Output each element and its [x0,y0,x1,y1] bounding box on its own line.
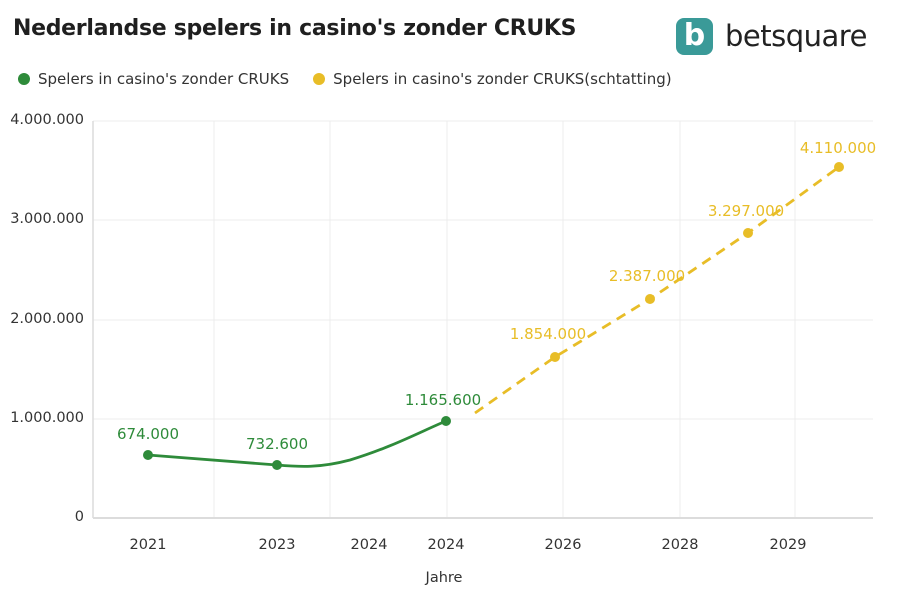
data-point [441,416,451,426]
legend-dot-yellow-icon [313,73,326,85]
betsquare-logo: b betsquare [676,17,867,55]
data-point [834,162,844,172]
y-tick: 0 [74,509,84,525]
chart-title: Nederlandse spelers in casino's zonder C… [13,16,577,41]
logo-mark-icon: b [676,17,713,55]
data-label: 1.854.000 [509,325,587,343]
actual-series-line [147,419,447,468]
data-label: 2.387.000 [608,267,686,285]
data-point [272,460,282,470]
legend: Spelers in casino's zonder CRUKS Spelers… [18,70,696,88]
data-label: 732.600 [245,435,309,453]
y-tick: 3.000.000 [10,211,84,227]
legend-label: Spelers in casino's zonder CRUKS(schtatt… [333,70,672,88]
legend-label: Spelers in casino's zonder CRUKS [38,70,290,88]
data-point [143,450,153,460]
data-point [550,352,560,362]
data-point [645,294,655,304]
x-tick: 2024 [427,537,465,553]
y-tick: 2.000.000 [10,311,84,327]
x-axis-label: Jahre [425,570,463,586]
logo-text: betsquare [725,19,867,53]
x-tick: 2026 [544,537,582,553]
y-tick: 4.000.000 [10,112,84,128]
legend-item-actual[interactable]: Spelers in casino's zonder CRUKS [18,70,289,88]
estimate-series-line [474,165,840,415]
x-tick: 2021 [129,537,167,553]
x-tick: 2024 [350,537,388,553]
data-label: 1.165.600 [404,391,482,409]
y-tick: 1.000.000 [10,410,84,426]
x-tick: 2029 [769,537,807,553]
legend-item-estimate[interactable]: Spelers in casino's zonder CRUKS(schtatt… [313,70,672,88]
x-tick: 2028 [661,537,699,553]
x-tick: 2023 [258,537,296,553]
grid [93,120,873,518]
data-point [743,228,753,238]
data-label: 674.000 [116,425,180,443]
legend-dot-green-icon [18,73,30,85]
data-label: 3.297.000 [707,202,785,220]
data-label: 4.110.000 [799,139,877,157]
